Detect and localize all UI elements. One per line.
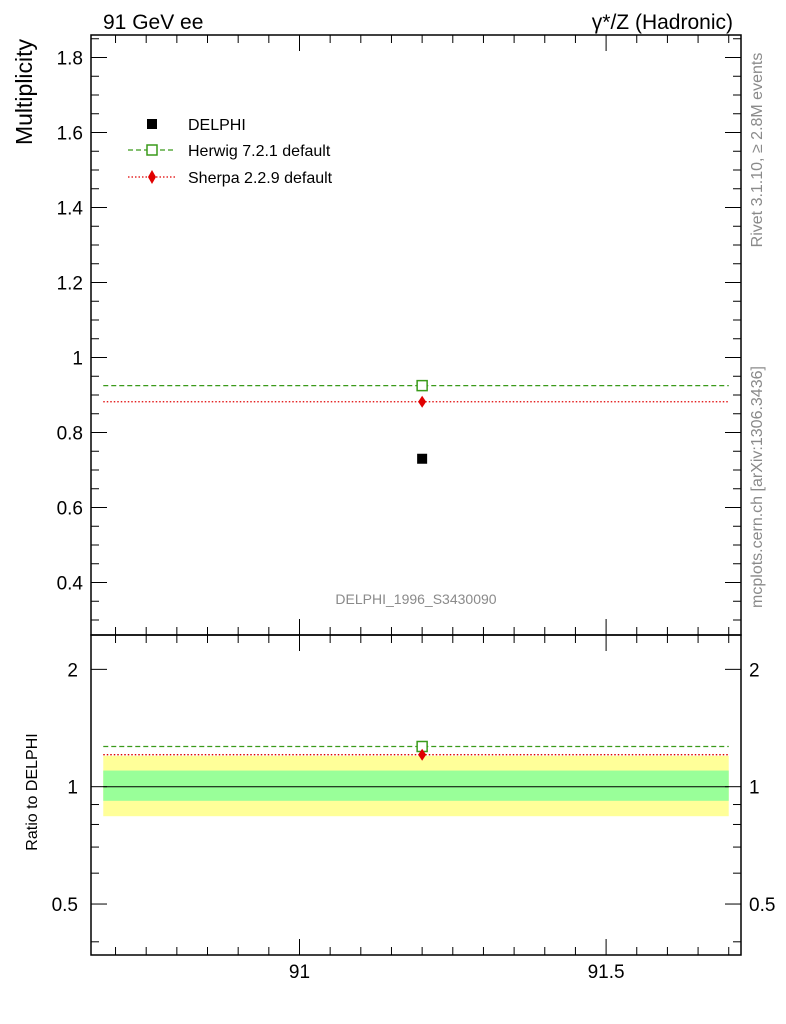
rivet-label: Rivet 3.1.10, ≥ 2.8M events (749, 53, 766, 248)
herwig-point (416, 379, 428, 392)
main-ylabel: Multiplicity (11, 38, 37, 145)
main-ytick-label: 0.8 (57, 424, 83, 445)
legend: DELPHI Herwig 7.2.1 default Sherpa 2.2.9… (128, 117, 333, 187)
analysis-label: DELPHI_1996_S3430090 (335, 591, 496, 607)
legend-entry-delphi: DELPHI (147, 117, 246, 134)
ratio-ylabel: Ratio to DELPHI (24, 733, 41, 850)
legend-herwig-marker (146, 144, 158, 156)
legend-delphi-label: DELPHI (188, 117, 246, 134)
ratio-ytick-label: 1 (67, 778, 78, 799)
ratio-bands (103, 755, 729, 817)
header-left: 91 GeV ee (103, 11, 203, 34)
main-ytick-label: 1.8 (57, 49, 83, 70)
legend-entry-herwig: Herwig 7.2.1 default (128, 143, 331, 160)
main-ytick-label: 1.2 (57, 274, 83, 295)
main-ytick-label: 1.4 (57, 199, 84, 220)
axes: 0.4 0.6 0.8 1 1.2 1.4 1.6 1.8 91 91.5 0.5 0.5 1 1 2 2 (52, 35, 775, 983)
legend-entry-sherpa: Sherpa 2.2.9 default (128, 170, 333, 187)
ratio-ytick-label: 0.5 (52, 895, 78, 916)
main-ytick-label: 1.6 (57, 124, 83, 145)
ratio-sherpa-point (418, 748, 427, 761)
main-ytick-label: 0.4 (57, 574, 84, 595)
ratio-ytick-label-right: 2 (749, 660, 760, 681)
sherpa-point (418, 395, 427, 408)
ratio-ytick-label-right: 1 (749, 778, 760, 799)
delphi-point (417, 453, 428, 464)
chart-marks (103, 379, 729, 761)
ratio-ytick-label-right: 0.5 (749, 895, 775, 916)
xtick-label: 91.5 (588, 962, 625, 983)
main-ytick-label: 0.6 (57, 499, 83, 520)
header-right: γ*/Z (Hadronic) (592, 11, 733, 34)
legend-sherpa-label: Sherpa 2.2.9 default (188, 170, 333, 187)
legend-delphi-marker (147, 119, 157, 129)
mcplots-label: mcplots.cern.ch [arXiv:1306.3436] (749, 366, 766, 608)
legend-sherpa-marker (148, 170, 156, 184)
ratio-band-inner (103, 770, 729, 801)
main-ytick-label: 1 (72, 349, 83, 370)
xtick-label: 91 (289, 962, 310, 983)
legend-herwig-label: Herwig 7.2.1 default (188, 143, 331, 160)
ratio-ytick-label: 2 (67, 660, 78, 681)
ratio-frame (90, 634, 742, 956)
